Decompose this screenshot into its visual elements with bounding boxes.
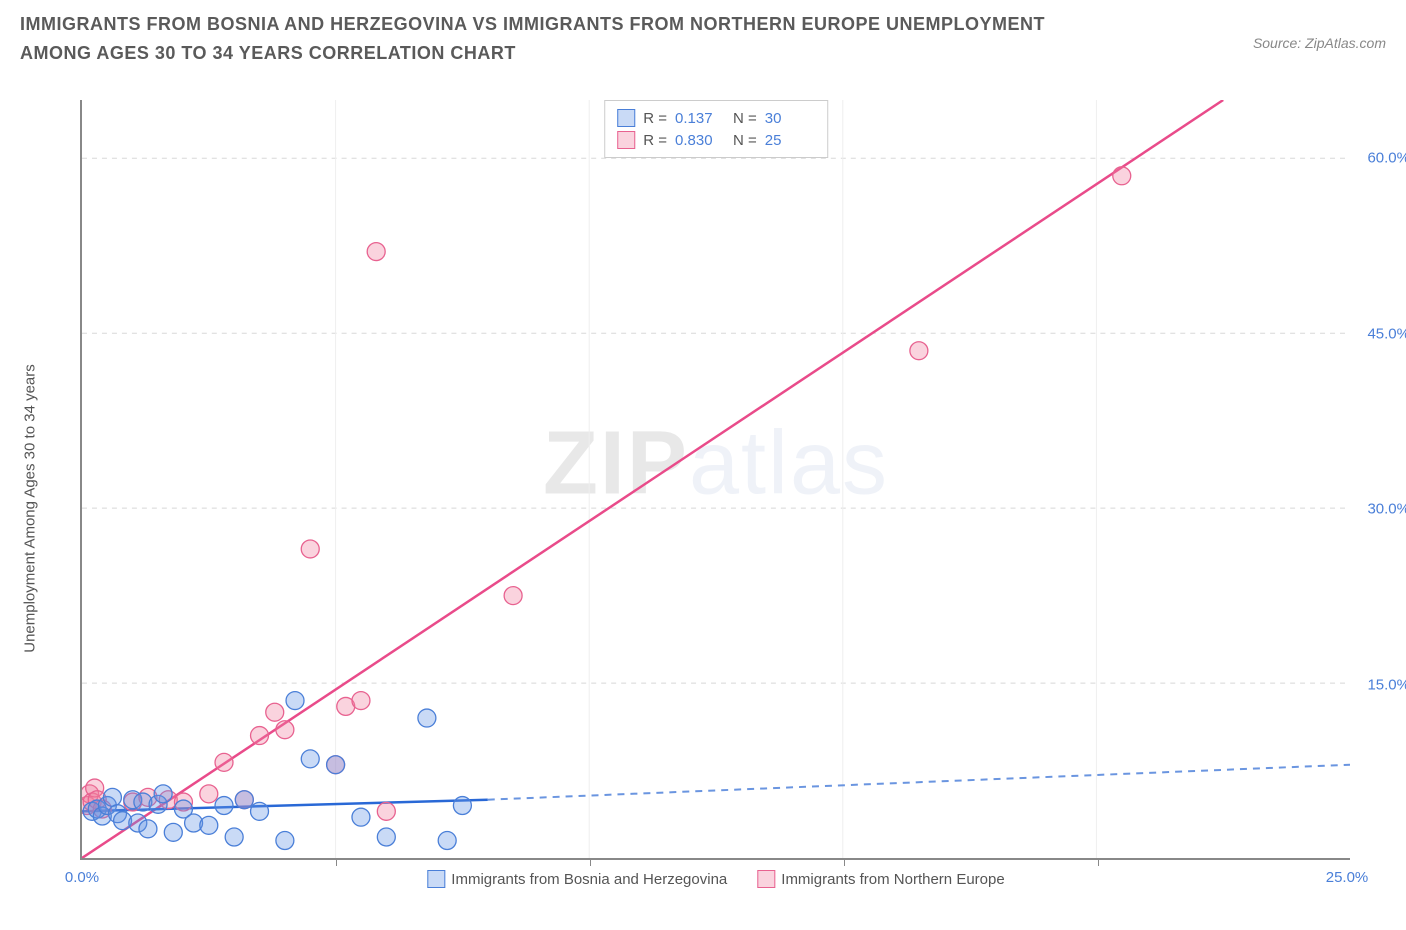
x-tick bbox=[844, 858, 845, 866]
y-tick-label: 30.0% bbox=[1367, 501, 1406, 518]
legend-item-series1: Immigrants from Bosnia and Herzegovina bbox=[427, 870, 727, 888]
chart-svg bbox=[82, 100, 1350, 858]
legend-label-series2: Immigrants from Northern Europe bbox=[781, 871, 1004, 888]
x-tick bbox=[1098, 858, 1099, 866]
chart-container: Unemployment Among Ages 30 to 34 years Z… bbox=[60, 100, 1386, 900]
source-attribution: Source: ZipAtlas.com bbox=[1253, 35, 1386, 51]
r-value-series1: 0.137 bbox=[675, 110, 725, 127]
stats-row-series2: R = 0.830 N = 25 bbox=[617, 129, 815, 151]
r-label: R = bbox=[643, 132, 667, 149]
n-value-series1: 30 bbox=[765, 110, 815, 127]
x-tick-label: 0.0% bbox=[65, 869, 99, 886]
n-label: N = bbox=[733, 132, 757, 149]
swatch-series2-bottom bbox=[757, 870, 775, 888]
bottom-legend: Immigrants from Bosnia and Herzegovina I… bbox=[427, 870, 1004, 888]
swatch-series1-bottom bbox=[427, 870, 445, 888]
stats-legend: R = 0.137 N = 30 R = 0.830 N = 25 bbox=[604, 100, 828, 158]
r-value-series2: 0.830 bbox=[675, 132, 725, 149]
swatch-series2 bbox=[617, 131, 635, 149]
y-tick-label: 15.0% bbox=[1367, 676, 1406, 693]
x-tick bbox=[590, 858, 591, 866]
n-value-series2: 25 bbox=[765, 132, 815, 149]
n-label: N = bbox=[733, 110, 757, 127]
stats-row-series1: R = 0.137 N = 30 bbox=[617, 107, 815, 129]
x-tick bbox=[336, 858, 337, 866]
swatch-series1 bbox=[617, 109, 635, 127]
r-label: R = bbox=[643, 110, 667, 127]
y-tick-label: 45.0% bbox=[1367, 325, 1406, 342]
y-tick-label: 60.0% bbox=[1367, 150, 1406, 167]
y-axis-label: Unemployment Among Ages 30 to 34 years bbox=[22, 364, 39, 653]
x-tick-label: 25.0% bbox=[1326, 869, 1369, 886]
legend-label-series1: Immigrants from Bosnia and Herzegovina bbox=[451, 871, 727, 888]
chart-title: IMMIGRANTS FROM BOSNIA AND HERZEGOVINA V… bbox=[20, 10, 1070, 68]
plot-area: ZIPatlas R = 0.137 N = 30 R = 0.830 N = … bbox=[80, 100, 1350, 860]
legend-item-series2: Immigrants from Northern Europe bbox=[757, 870, 1004, 888]
